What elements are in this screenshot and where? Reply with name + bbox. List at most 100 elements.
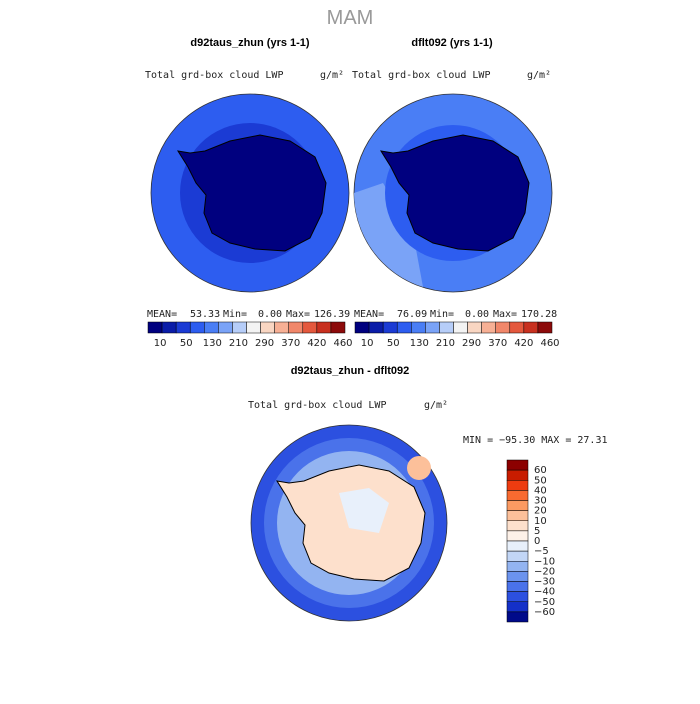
colorbar-label: 50 — [180, 338, 193, 349]
units: g/m² — [527, 70, 551, 81]
colorbar-box — [495, 321, 511, 334]
colorbar-box — [246, 321, 261, 334]
colorbar-box — [506, 480, 529, 491]
colorbar-label: 10 — [154, 338, 167, 349]
colorbar-box — [368, 321, 384, 334]
stats: Max= — [286, 309, 310, 320]
colorbar-box — [537, 321, 553, 334]
colorbar-box — [467, 321, 482, 334]
stats: MEAN= — [147, 309, 177, 320]
colorbar-label: 40 — [534, 485, 547, 496]
colorbar-box — [232, 321, 247, 334]
colorbar-label: 50 — [534, 475, 547, 486]
colorbar-box — [506, 530, 529, 542]
colorbar-box — [506, 510, 529, 521]
colorbar-label: −30 — [534, 577, 555, 588]
colorbar-label: 10 — [534, 516, 547, 527]
colorbar-label: 10 — [361, 338, 374, 349]
colorbar-box — [506, 490, 529, 501]
colorbar-box — [523, 321, 539, 334]
colorbar-label: 420 — [514, 338, 533, 349]
colorbar-box — [161, 321, 177, 334]
title: MAM — [327, 7, 374, 29]
colorbar-label: 20 — [534, 506, 547, 517]
colorbar-box — [506, 591, 529, 602]
colorbar-label: −50 — [534, 597, 555, 608]
colorbar-box — [506, 520, 529, 532]
colorbar-box — [274, 321, 289, 334]
colorbar-box — [204, 321, 219, 334]
stats: 0.00 — [465, 309, 489, 320]
colorbar-box — [302, 321, 318, 334]
colorbar-box — [481, 321, 496, 334]
colorbar-box — [506, 581, 529, 592]
colorbar-box — [506, 611, 529, 623]
colorbar-label: 0 — [534, 536, 540, 547]
map — [250, 424, 448, 622]
units: g/m² — [424, 400, 448, 411]
colorbar-label: −40 — [534, 587, 555, 598]
colorbar-label: 50 — [387, 338, 400, 349]
colorbar-label: 210 — [229, 338, 248, 349]
colorbar-label: 5 — [534, 526, 540, 537]
colorbar-box — [509, 321, 525, 334]
colorbar-box — [354, 321, 370, 334]
colorbar-label: 130 — [410, 338, 429, 349]
colorbar-box — [425, 321, 440, 334]
colorbar-box — [411, 321, 426, 334]
colorbar-label: 60 — [534, 465, 547, 476]
colorbar-box — [506, 469, 529, 481]
colorbar-label: −20 — [534, 566, 555, 577]
stats: Min= — [223, 309, 247, 320]
colorbar-box — [382, 321, 398, 334]
colorbar-label: −60 — [534, 607, 555, 618]
panel-heading: d92taus_zhun (yrs 1-1) — [190, 37, 310, 49]
colorbar-label: 420 — [307, 338, 326, 349]
colorbar-label: 290 — [462, 338, 481, 349]
colorbar-box — [260, 321, 275, 334]
map — [150, 93, 350, 293]
colorbar-box — [316, 321, 332, 334]
minmax: MIN = −95.30 MAX = 27.31 — [463, 435, 608, 446]
stats: MEAN= — [354, 309, 384, 320]
colorbar-label: 130 — [203, 338, 222, 349]
colorbar-box — [288, 321, 304, 334]
colorbar-box — [506, 459, 529, 471]
colorbar-box — [453, 321, 468, 334]
colorbar-box — [175, 321, 191, 334]
field-label: Total grd-box cloud LWP — [145, 70, 283, 81]
colorbar-label: 30 — [534, 496, 547, 507]
colorbar-label: 210 — [436, 338, 455, 349]
colorbar-box — [330, 321, 346, 334]
units: g/m² — [320, 70, 344, 81]
stats: Max= — [493, 309, 517, 320]
colorbar-label: 290 — [255, 338, 274, 349]
colorbar-label: 460 — [540, 338, 559, 349]
colorbar-box — [396, 321, 412, 334]
colorbar-box — [506, 550, 529, 562]
colorbar-label: 370 — [281, 338, 300, 349]
panel-heading: d92taus_zhun - dflt092 — [291, 365, 410, 377]
stats: Min= — [430, 309, 454, 320]
stats: 0.00 — [258, 309, 282, 320]
stats: 170.28 — [521, 309, 557, 320]
stats: 76.09 — [397, 309, 427, 320]
colorbar-label: −10 — [534, 556, 555, 567]
map — [353, 93, 553, 293]
colorbar-box — [506, 601, 529, 613]
colorbar-box — [506, 571, 529, 582]
panel-heading: dflt092 (yrs 1-1) — [411, 37, 493, 49]
field-label: Total grd-box cloud LWP — [352, 70, 490, 81]
colorbar-box — [189, 321, 205, 334]
field-label: Total grd-box cloud LWP — [248, 400, 386, 411]
colorbar-label: −5 — [534, 546, 549, 557]
colorbar-box — [218, 321, 233, 334]
colorbar-label: 460 — [333, 338, 352, 349]
colorbar-box — [506, 500, 529, 511]
stats: 53.33 — [190, 309, 220, 320]
stats: 126.39 — [314, 309, 350, 320]
colorbar-box — [506, 561, 529, 572]
colorbar-box — [439, 321, 454, 334]
colorbar-box — [506, 540, 529, 552]
